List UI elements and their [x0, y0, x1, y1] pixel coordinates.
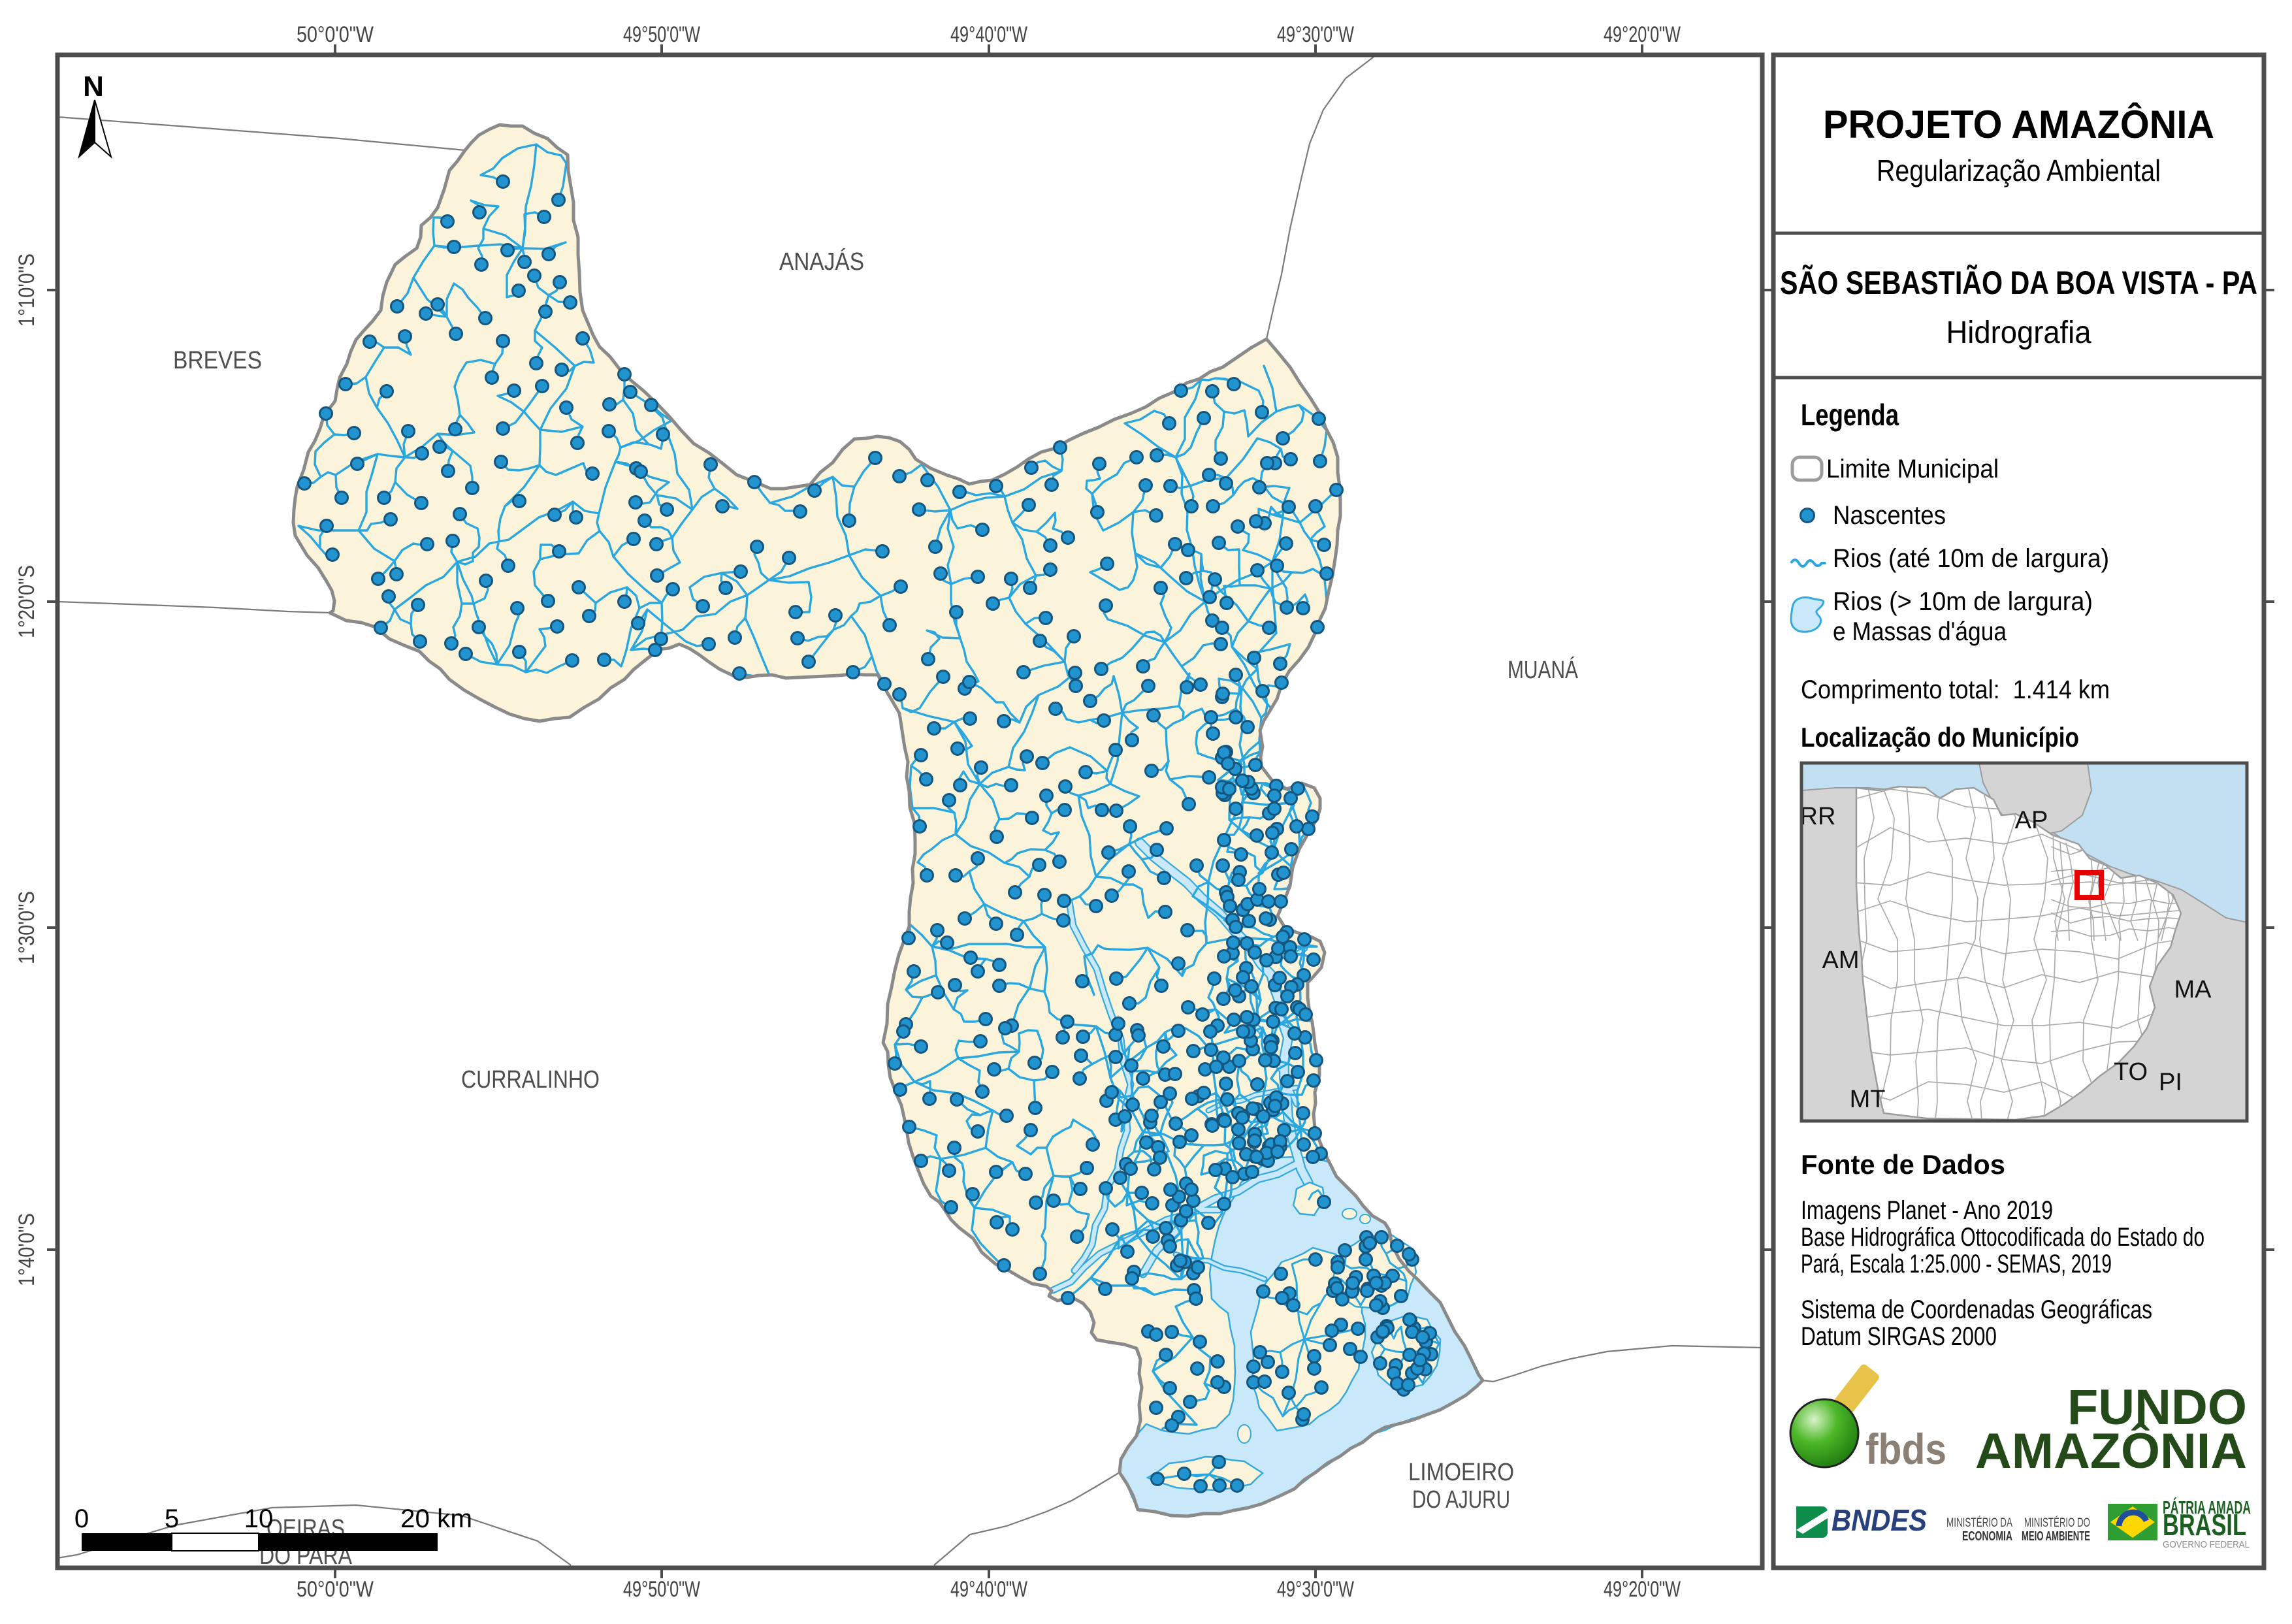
- svg-text:Pará, Escala 1:25.000 - SEMAS,: Pará, Escala 1:25.000 - SEMAS, 2019: [1801, 1250, 2112, 1278]
- svg-text:Comprimento total: 1.414 km: Comprimento total: 1.414 km: [1801, 675, 2110, 704]
- svg-text:ECONOMIA: ECONOMIA: [1962, 1529, 2012, 1544]
- svg-text:10: 10: [244, 1504, 274, 1533]
- svg-text:fbds: fbds: [1865, 1425, 1946, 1473]
- svg-text:MA: MA: [2174, 976, 2212, 1003]
- svg-text:1°40'0"S: 1°40'0"S: [14, 1213, 39, 1286]
- svg-text:AP: AP: [2015, 807, 2048, 834]
- svg-text:BNDES: BNDES: [1832, 1503, 1927, 1537]
- svg-text:BRASIL: BRASIL: [2163, 1508, 2246, 1542]
- svg-text:Imagens Planet - Ano 2019: Imagens Planet - Ano 2019: [1801, 1196, 2053, 1225]
- svg-text:AM: AM: [1822, 947, 1860, 974]
- svg-text:FUNDO: FUNDO: [2067, 1380, 2247, 1435]
- svg-text:1°10'0"S: 1°10'0"S: [14, 253, 39, 327]
- svg-text:BREVES: BREVES: [173, 347, 262, 374]
- svg-text:49°50'0"W: 49°50'0"W: [623, 1577, 700, 1602]
- svg-text:MT: MT: [1850, 1086, 1886, 1113]
- svg-text:49°50'0"W: 49°50'0"W: [623, 22, 700, 47]
- svg-text:50°0'0"W: 50°0'0"W: [297, 22, 374, 47]
- svg-text:Regularização Ambiental: Regularização Ambiental: [1877, 154, 2161, 187]
- svg-text:DO AJURU: DO AJURU: [1412, 1486, 1510, 1514]
- svg-text:MUANÁ: MUANÁ: [1508, 656, 1579, 684]
- svg-text:MEIO AMBIENTE: MEIO AMBIENTE: [2022, 1529, 2090, 1544]
- svg-text:49°30'0"W: 49°30'0"W: [1277, 22, 1354, 47]
- svg-text:ANAJÁS: ANAJÁS: [779, 248, 864, 276]
- svg-text:0: 0: [74, 1504, 89, 1533]
- svg-text:LIMOEIRO: LIMOEIRO: [1408, 1459, 1514, 1486]
- svg-text:49°40'0"W: 49°40'0"W: [950, 1577, 1027, 1602]
- svg-text:e Massas d'água: e Massas d'água: [1833, 617, 2007, 646]
- svg-text:1°30'0"S: 1°30'0"S: [14, 891, 39, 964]
- svg-text:Fonte de Dados: Fonte de Dados: [1801, 1149, 2005, 1180]
- svg-text:N: N: [83, 71, 104, 103]
- svg-text:PI: PI: [2159, 1069, 2182, 1096]
- svg-text:Rios (até 10m de largura): Rios (até 10m de largura): [1833, 544, 2109, 573]
- svg-text:CURRALINHO: CURRALINHO: [461, 1066, 600, 1094]
- svg-text:Nascentes: Nascentes: [1833, 501, 1946, 530]
- svg-text:Legenda: Legenda: [1801, 398, 1899, 432]
- svg-text:1°20'0"S: 1°20'0"S: [14, 565, 39, 638]
- svg-text:20 km: 20 km: [400, 1504, 472, 1533]
- svg-text:Localização do Município: Localização do Município: [1801, 722, 2079, 753]
- svg-text:PROJETO AMAZÔNIA: PROJETO AMAZÔNIA: [1823, 103, 2214, 146]
- svg-text:MINISTÉRIO DA: MINISTÉRIO DA: [1946, 1516, 2012, 1530]
- svg-text:49°30'0"W: 49°30'0"W: [1277, 1577, 1354, 1602]
- svg-text:TO: TO: [2114, 1058, 2148, 1086]
- svg-text:Limite Municipal: Limite Municipal: [1826, 455, 1999, 483]
- svg-text:49°20'0"W: 49°20'0"W: [1604, 1577, 1681, 1602]
- svg-text:5: 5: [165, 1504, 179, 1533]
- svg-text:RR: RR: [1800, 803, 1836, 830]
- svg-text:49°20'0"W: 49°20'0"W: [1604, 22, 1681, 47]
- svg-text:50°0'0"W: 50°0'0"W: [297, 1577, 374, 1602]
- svg-text:Datum SIRGAS 2000: Datum SIRGAS 2000: [1801, 1322, 1997, 1351]
- svg-text:Base Hidrográfica Ottocodifica: Base Hidrográfica Ottocodificada do Esta…: [1801, 1223, 2204, 1252]
- svg-text:AMAZÔNIA: AMAZÔNIA: [1975, 1423, 2247, 1479]
- svg-text:49°40'0"W: 49°40'0"W: [950, 22, 1027, 47]
- svg-text:GOVERNO FEDERAL: GOVERNO FEDERAL: [2163, 1539, 2250, 1550]
- svg-text:Hidrografia: Hidrografia: [1946, 316, 2091, 350]
- svg-text:Sistema de Coordenadas Geográf: Sistema de Coordenadas Geográficas: [1801, 1295, 2152, 1324]
- svg-text:SÃO SEBASTIÃO DA BOA VISTA - P: SÃO SEBASTIÃO DA BOA VISTA - PA: [1780, 265, 2257, 301]
- svg-text:MINISTÉRIO DO: MINISTÉRIO DO: [2024, 1516, 2090, 1530]
- svg-text:Rios (> 10m de largura): Rios (> 10m de largura): [1833, 587, 2093, 616]
- svg-text:PÁTRIA AMADA: PÁTRIA AMADA: [2163, 1497, 2251, 1518]
